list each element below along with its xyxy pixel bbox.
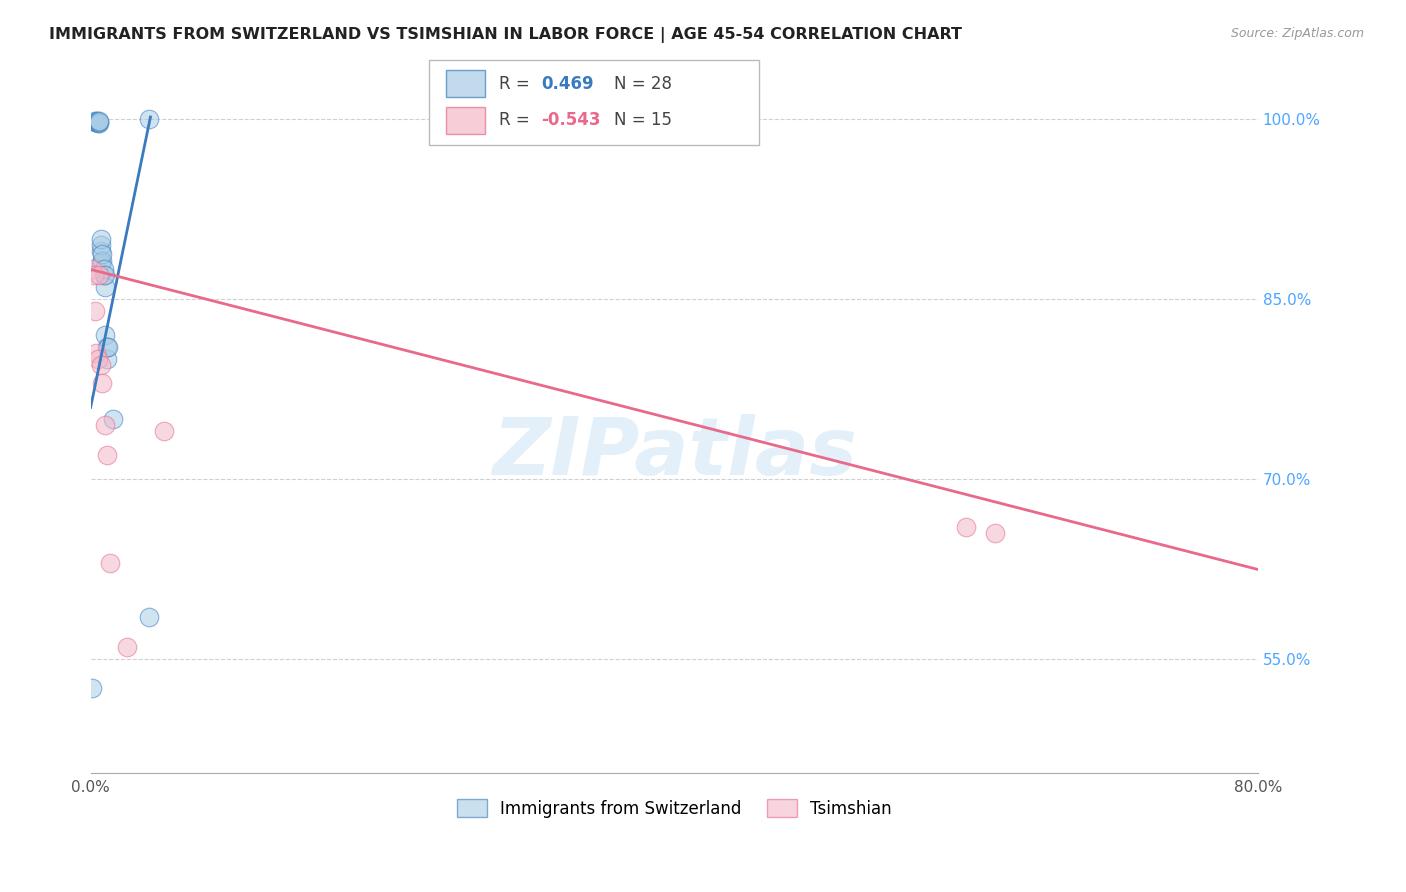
- Text: IMMIGRANTS FROM SWITZERLAND VS TSIMSHIAN IN LABOR FORCE | AGE 45-54 CORRELATION : IMMIGRANTS FROM SWITZERLAND VS TSIMSHIAN…: [49, 27, 962, 43]
- Text: ZIPatlas: ZIPatlas: [492, 414, 856, 492]
- Point: [86, 346, 108, 360]
- Point: [94, 268, 117, 283]
- Text: R =: R =: [499, 75, 536, 93]
- Point: [90, 244, 112, 259]
- Point: [90, 232, 112, 246]
- Point: [96, 352, 118, 367]
- Point: [89, 268, 111, 283]
- Point: [96, 449, 118, 463]
- Point: [89, 116, 111, 130]
- Text: R =: R =: [499, 112, 536, 129]
- Point: [90, 359, 112, 373]
- Point: [87, 116, 110, 130]
- Legend: Immigrants from Switzerland, Tsimshian: Immigrants from Switzerland, Tsimshian: [450, 793, 898, 824]
- Point: [96, 341, 118, 355]
- Point: [86, 113, 108, 128]
- Text: 0.469: 0.469: [541, 75, 593, 93]
- Point: [89, 115, 111, 129]
- Point: [80, 262, 103, 277]
- Text: N = 15: N = 15: [614, 112, 672, 129]
- Text: Source: ZipAtlas.com: Source: ZipAtlas.com: [1230, 27, 1364, 40]
- Point: [101, 412, 124, 426]
- Point: [94, 328, 117, 343]
- Point: [98, 557, 121, 571]
- Point: [87, 352, 110, 367]
- Point: [91, 376, 114, 391]
- Point: [138, 112, 160, 127]
- Point: [90, 256, 112, 270]
- Point: [93, 268, 115, 283]
- Point: [86, 115, 108, 129]
- Text: N = 28: N = 28: [614, 75, 672, 93]
- Text: -0.543: -0.543: [541, 112, 600, 129]
- Point: [91, 254, 114, 268]
- Point: [984, 526, 1007, 541]
- Point: [152, 425, 174, 439]
- Point: [97, 341, 120, 355]
- Point: [955, 520, 977, 534]
- Point: [89, 113, 111, 128]
- Point: [87, 113, 110, 128]
- Point: [84, 113, 107, 128]
- Point: [80, 681, 103, 696]
- Point: [83, 268, 105, 283]
- Point: [90, 238, 112, 252]
- Point: [87, 115, 110, 129]
- Point: [94, 418, 117, 433]
- Point: [115, 640, 138, 655]
- Point: [84, 115, 107, 129]
- Point: [91, 247, 114, 261]
- Point: [94, 280, 117, 294]
- Point: [138, 610, 160, 624]
- Point: [84, 304, 107, 318]
- Point: [93, 262, 115, 277]
